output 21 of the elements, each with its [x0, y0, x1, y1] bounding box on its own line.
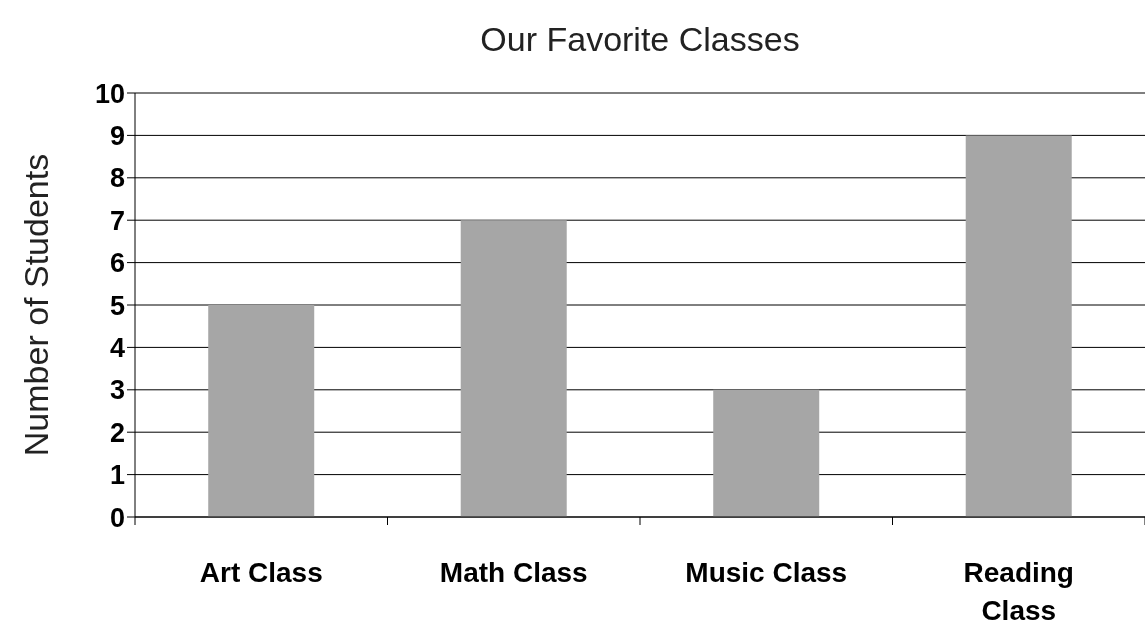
y-tick-label: 6 [109, 248, 125, 279]
y-tick-label: 7 [109, 205, 125, 236]
chart-title: Our Favorite Classes [479, 20, 801, 59]
x-tick-label: Art Class [199, 557, 323, 588]
x-tick-label: Reading Class [963, 557, 1074, 626]
bar [965, 135, 1072, 517]
y-tick-label: 2 [109, 417, 125, 448]
bar [460, 220, 567, 517]
x-tick-label: Math Class [439, 557, 588, 588]
y-axis-title: Number of Students [17, 153, 56, 457]
y-tick-label: 8 [109, 163, 125, 194]
bar [208, 305, 315, 517]
y-tick-label: 4 [109, 332, 125, 363]
y-tick-label: 9 [109, 120, 125, 151]
y-tick-label: 10 [94, 78, 125, 109]
y-tick-label: 3 [109, 375, 125, 406]
y-tick-label: 5 [109, 290, 125, 321]
y-tick-label: 1 [109, 460, 125, 491]
x-tick-label: Music Class [685, 557, 848, 588]
bar [713, 389, 820, 517]
y-tick-label: 0 [109, 502, 125, 533]
